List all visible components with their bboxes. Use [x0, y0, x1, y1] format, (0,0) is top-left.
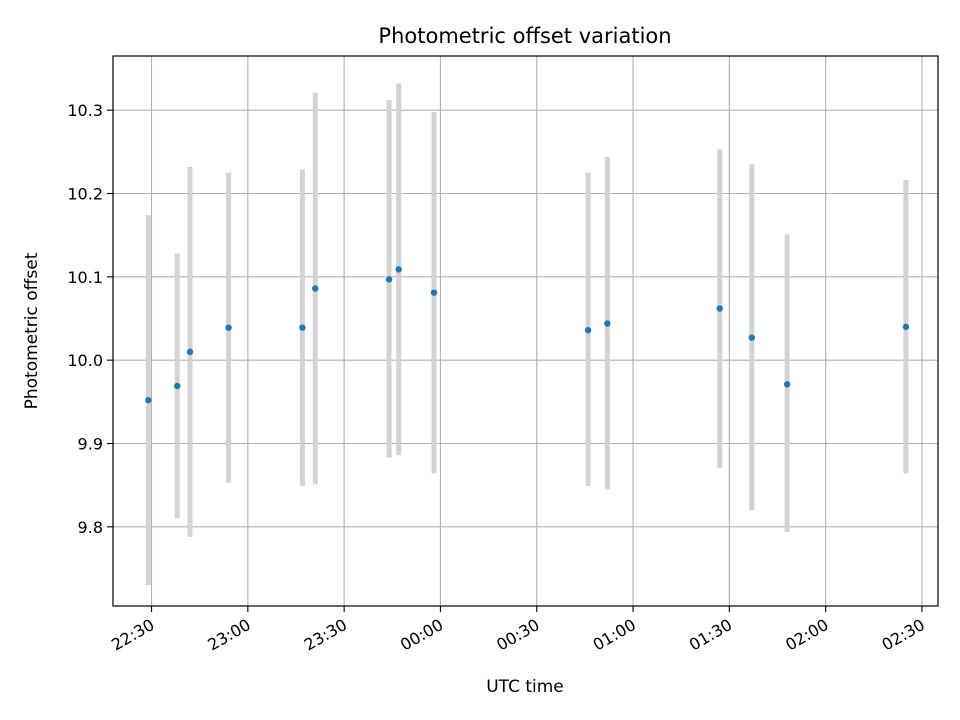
y-axis-ticks: 9.8 9.9 10.0 10.1 10.2 10.3: [67, 101, 113, 537]
y-tick-label: 10.3: [67, 101, 103, 120]
y-tick-label: 9.8: [78, 518, 103, 537]
data-point: [584, 326, 592, 334]
plot-area: [113, 56, 938, 606]
y-axis-label: Photometric offset: [22, 252, 42, 409]
axes-frame: [112, 55, 939, 607]
y-tick-label: 10.0: [67, 351, 103, 370]
data-point: [145, 396, 152, 404]
data-point: [783, 381, 791, 388]
data-point: [902, 323, 910, 331]
data-point: [430, 289, 438, 296]
y-tick-label: 10.2: [67, 185, 103, 204]
grid: [113, 56, 938, 606]
data-point: [604, 320, 611, 327]
data-point: [312, 285, 319, 292]
data-point: [385, 276, 393, 283]
data-point: [299, 324, 306, 331]
data-point: [716, 305, 723, 312]
data-point: [748, 334, 756, 341]
chart-title: Photometric offset variation: [378, 24, 671, 48]
y-tick-label: 10.1: [67, 268, 103, 287]
data-points: [145, 266, 910, 404]
data-point: [395, 266, 402, 273]
data-point: [225, 324, 232, 331]
y-tick-label: 9.9: [78, 435, 103, 454]
x-axis-label: UTC time: [486, 677, 564, 697]
data-point: [186, 348, 194, 356]
data-point: [174, 382, 181, 390]
